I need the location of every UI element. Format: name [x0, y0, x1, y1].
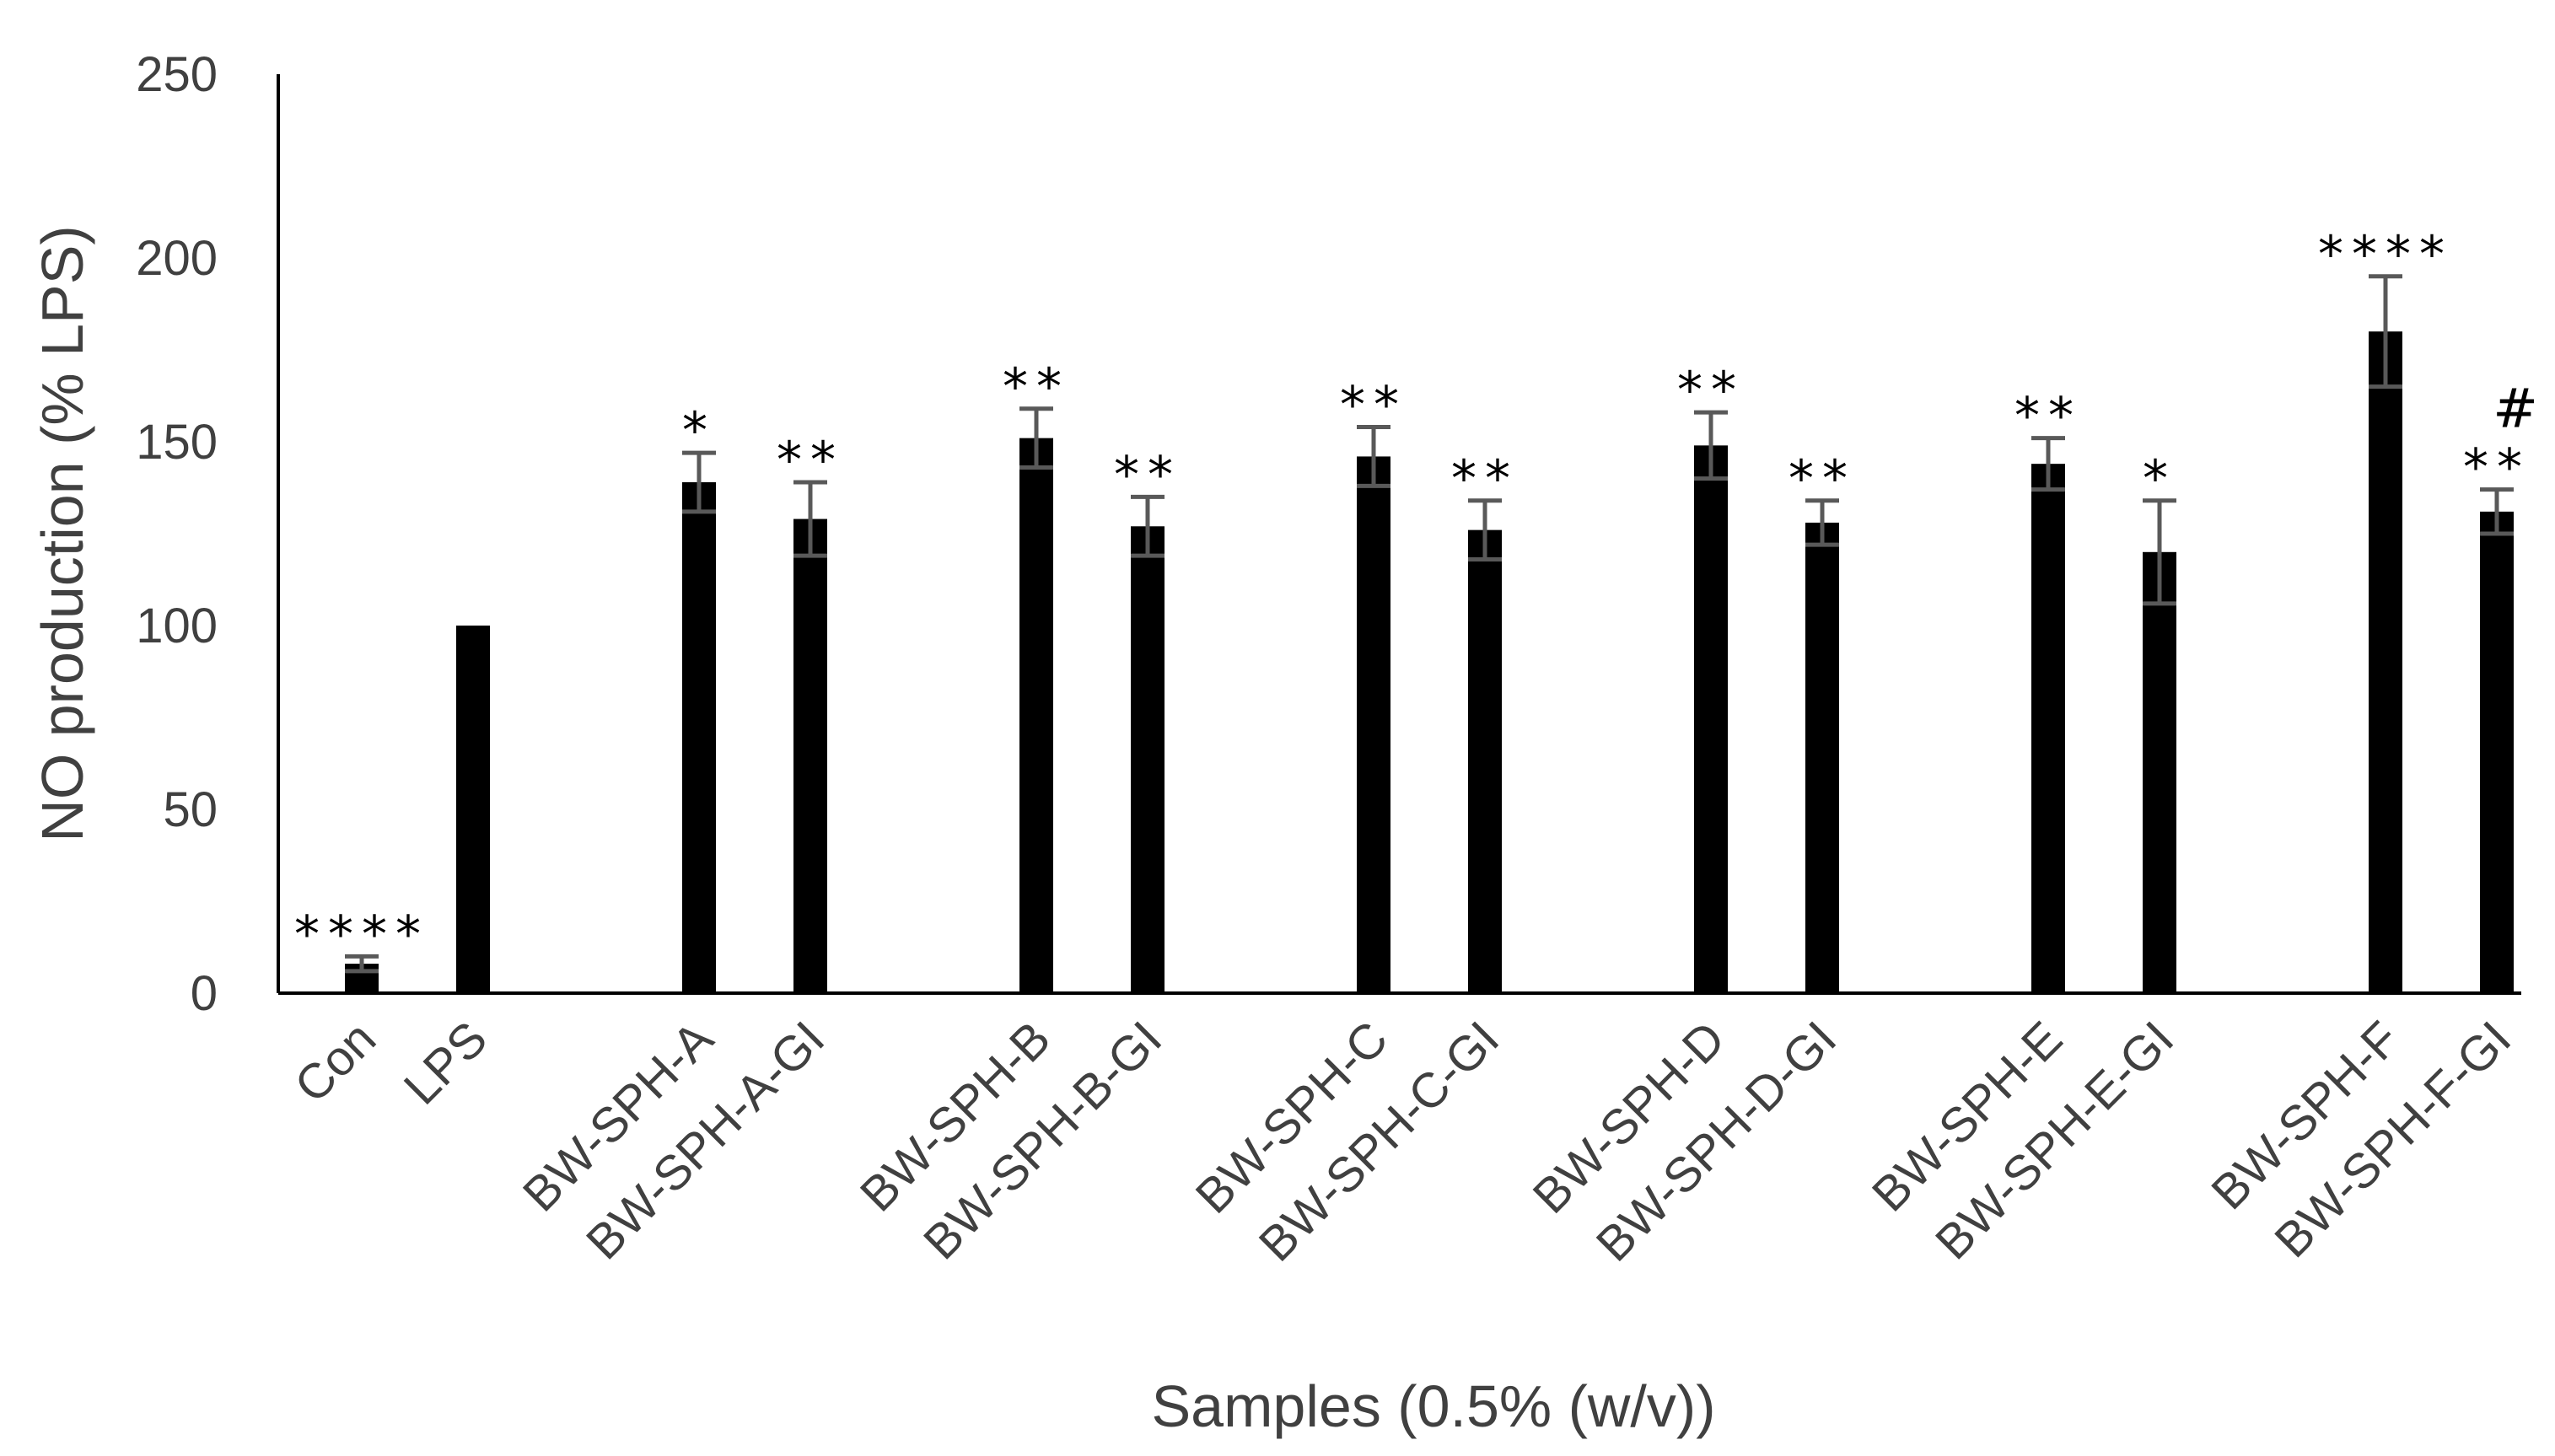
significance-label: ****	[294, 905, 429, 964]
y-tick-label: 200	[136, 231, 218, 286]
bar	[1019, 438, 1053, 993]
bar	[2369, 331, 2402, 993]
significance-label: **	[1114, 445, 1181, 504]
y-tick-label: 50	[163, 782, 218, 837]
error-bar	[1694, 410, 1728, 481]
error-bar	[345, 954, 379, 974]
error-bar	[1468, 498, 1502, 562]
category-label: Con	[284, 1011, 386, 1113]
bar	[793, 518, 827, 993]
significance-label: **	[1451, 449, 1519, 508]
error-bar	[1131, 494, 1165, 558]
x-axis-categories: Con LPS BW-SPH-ABW-SPH-A-GI BW-SPH-BBW-SPH-…	[284, 1011, 2521, 1272]
bar	[1357, 456, 1390, 993]
significance-label: **	[1677, 361, 1745, 420]
significance-label: *	[2143, 449, 2176, 508]
y-axis-ticks: 0 50 100 150 200 250	[136, 47, 218, 1021]
bars	[345, 331, 2514, 993]
y-tick-label: 250	[136, 47, 218, 102]
y-tick-label: 100	[136, 599, 218, 653]
error-bar	[682, 450, 716, 514]
significance-label: **	[777, 431, 844, 490]
bar	[2480, 511, 2514, 993]
bar	[2031, 464, 2065, 993]
bar	[1805, 522, 1839, 993]
significance-label: **	[2463, 438, 2531, 497]
bar	[1131, 526, 1165, 993]
bar	[456, 626, 490, 993]
error-bar	[1357, 425, 1390, 488]
error-bar	[2031, 436, 2065, 492]
bar	[2143, 551, 2176, 993]
error-bar	[1019, 406, 1053, 470]
error-bar	[2480, 487, 2514, 536]
bar	[1694, 445, 1728, 993]
bar	[682, 481, 716, 993]
significance-label: **	[2014, 387, 2082, 446]
hash-mark: #	[2493, 379, 2538, 441]
significance-label: **	[1003, 357, 1070, 416]
x-axis-title: Samples (0.5% (w/v))	[1151, 1373, 1715, 1439]
bar	[1468, 529, 1502, 993]
error-bars	[345, 274, 2514, 974]
error-bar	[793, 480, 827, 558]
y-axis-title: NO production (% LPS)	[30, 225, 95, 841]
error-bar	[1805, 498, 1839, 547]
category-label: LPS	[394, 1011, 498, 1115]
error-bar	[2369, 274, 2402, 390]
significance-marks: ***** ***********************#	[294, 225, 2538, 964]
significance-label: **	[1340, 376, 1407, 435]
error-bar	[2143, 498, 2176, 606]
y-tick-label: 150	[136, 415, 218, 470]
y-tick-label: 0	[191, 966, 218, 1021]
significance-label: **	[1788, 449, 1856, 508]
significance-label: ****	[2318, 225, 2453, 284]
significance-label: *	[682, 401, 716, 460]
